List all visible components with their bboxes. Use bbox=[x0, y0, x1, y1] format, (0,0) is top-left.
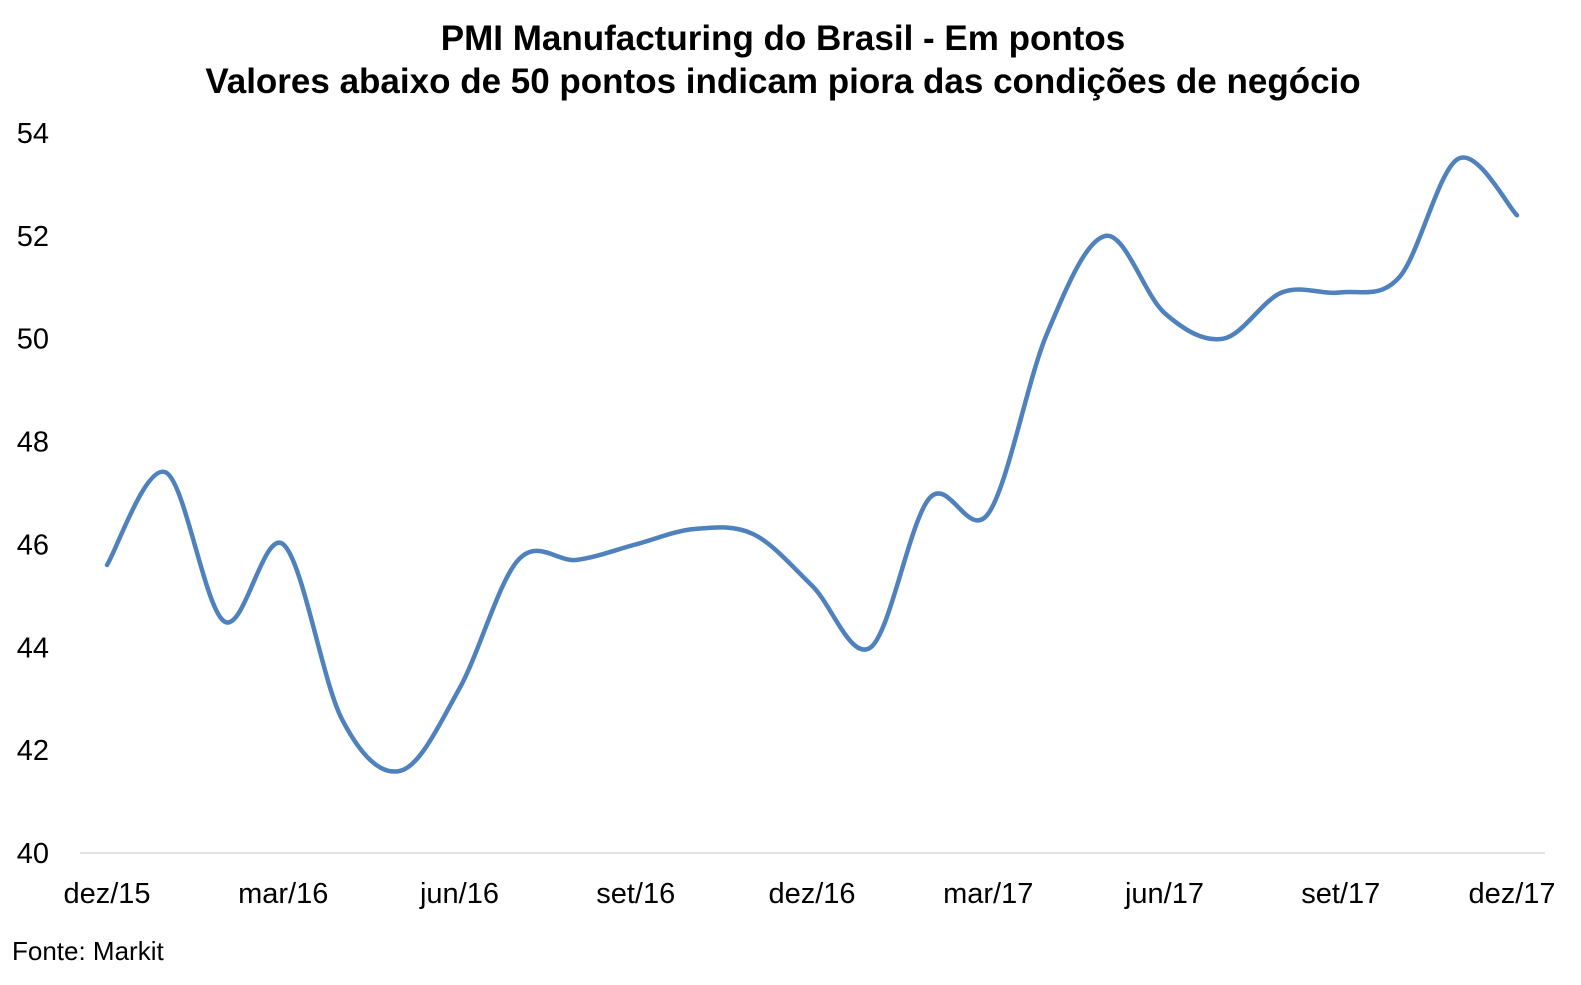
series-line-pmi bbox=[104, 155, 1520, 774]
chart-subtitle: Valores abaixo de 50 pontos indicam pior… bbox=[205, 62, 1360, 101]
x-tick-label: dez/15 bbox=[63, 878, 150, 910]
x-tick-label: jun/16 bbox=[419, 878, 499, 910]
x-tick-label: mar/16 bbox=[238, 878, 328, 910]
x-tick-label: mar/17 bbox=[943, 878, 1033, 910]
y-tick-label: 50 bbox=[17, 324, 49, 356]
y-tick-label: 40 bbox=[17, 838, 49, 870]
x-axis-tick-labels: dez/15 mar/16 jun/16 set/16 dez/16 mar/17 jun/… bbox=[63, 878, 1555, 910]
x-tick-label: dez/16 bbox=[768, 878, 855, 910]
y-axis-tick-labels: 40 42 44 46 48 50 52 54 bbox=[17, 118, 49, 870]
x-tick-label: dez/17 bbox=[1468, 878, 1555, 910]
y-tick-label: 48 bbox=[17, 427, 49, 459]
y-tick-label: 42 bbox=[17, 735, 49, 767]
y-tick-label: 46 bbox=[17, 529, 49, 561]
source-note: Fonte: Markit bbox=[12, 936, 164, 966]
y-tick-label: 52 bbox=[17, 221, 49, 253]
x-tick-label: set/16 bbox=[596, 878, 675, 910]
chart-title: PMI Manufacturing do Brasil - Em pontos bbox=[441, 19, 1125, 58]
y-tick-label: 44 bbox=[17, 632, 49, 664]
y-tick-label: 54 bbox=[17, 118, 49, 150]
x-tick-label: jun/17 bbox=[1124, 878, 1204, 910]
x-tick-label: set/17 bbox=[1301, 878, 1380, 910]
